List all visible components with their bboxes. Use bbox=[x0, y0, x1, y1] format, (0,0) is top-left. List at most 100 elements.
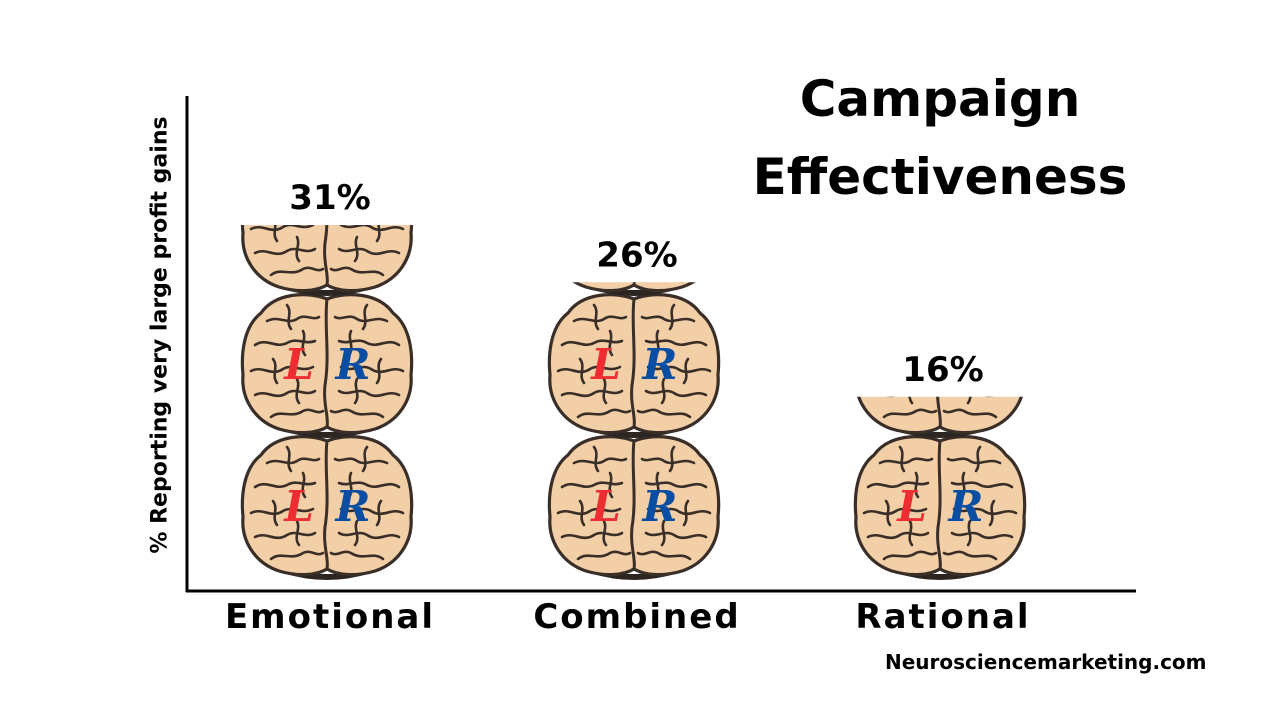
brain-fissure bbox=[630, 298, 636, 428]
brain-fold bbox=[880, 317, 932, 321]
brain-fold bbox=[908, 519, 914, 547]
brain-fold bbox=[560, 339, 624, 347]
brain-fold bbox=[966, 519, 972, 547]
brain-fold bbox=[353, 519, 359, 547]
brain-fold bbox=[594, 163, 598, 187]
brain-fold bbox=[269, 408, 325, 419]
brain-stem-shadow bbox=[584, 282, 684, 296]
brain-fold bbox=[882, 550, 938, 561]
brain-fold bbox=[654, 471, 660, 499]
brain-fold bbox=[660, 377, 666, 405]
chart-title: Campaign Effectiveness bbox=[752, 70, 1128, 206]
brain-fold bbox=[329, 408, 385, 419]
brain-fold bbox=[285, 445, 293, 473]
brain-fold bbox=[576, 550, 632, 561]
brain-fold bbox=[578, 499, 586, 527]
brain-fold bbox=[560, 481, 624, 489]
brain-fold bbox=[648, 225, 710, 230]
brain-fold bbox=[556, 365, 622, 374]
brain-fold bbox=[375, 225, 381, 243]
brain-fold bbox=[253, 389, 317, 398]
brain-fold bbox=[684, 217, 688, 241]
brain-fold bbox=[866, 531, 930, 540]
brain-fold bbox=[329, 550, 385, 561]
brain-fold bbox=[644, 531, 708, 540]
brain-fold bbox=[952, 341, 1012, 345]
brain-fold bbox=[966, 396, 972, 405]
brain-fold bbox=[636, 408, 692, 419]
brain-fold bbox=[572, 457, 628, 465]
category-label: Emotional bbox=[225, 597, 435, 637]
brain-fold bbox=[337, 247, 401, 256]
brain-fold bbox=[337, 389, 401, 398]
brain-fold bbox=[990, 359, 994, 383]
brain-stem-shadow bbox=[277, 565, 377, 580]
brain-fold bbox=[353, 377, 359, 405]
brain-fold bbox=[337, 531, 401, 540]
brain-fissure bbox=[936, 396, 942, 428]
brain-stem-shadow bbox=[584, 423, 684, 438]
brain-fold bbox=[572, 315, 628, 323]
brain-fold bbox=[882, 408, 938, 419]
brain-fold bbox=[950, 531, 1014, 540]
brain-fold bbox=[560, 389, 624, 398]
source-credit: Neurosciencemarketing.com bbox=[885, 650, 1207, 674]
value-label: 26% bbox=[596, 235, 677, 275]
brain-stem-shadow bbox=[584, 565, 684, 580]
brain-fold bbox=[269, 266, 325, 277]
bar-emotional: L RL R bbox=[240, 225, 414, 580]
brain-letter-right: R bbox=[335, 340, 371, 389]
brain-fold bbox=[646, 199, 706, 203]
brain-fold bbox=[942, 408, 998, 419]
brain-stack: L RL R bbox=[240, 225, 414, 580]
brain-fold bbox=[375, 357, 383, 385]
brain-fold bbox=[608, 471, 614, 499]
brain-fold bbox=[948, 317, 1000, 321]
bars-layer: L RL RL RL RL R bbox=[240, 163, 1027, 580]
brain-fold bbox=[253, 531, 317, 540]
brain-fold bbox=[249, 507, 315, 516]
brain-fold bbox=[862, 507, 928, 516]
brain-fold bbox=[295, 519, 301, 547]
brain-fold bbox=[670, 163, 674, 187]
brain-fold bbox=[988, 499, 996, 527]
bar-combined: L RL R bbox=[547, 163, 721, 580]
brain-fold bbox=[900, 305, 904, 329]
brain-fold bbox=[558, 225, 620, 230]
brain-letter-right: R bbox=[642, 482, 678, 531]
brain-fold bbox=[952, 507, 1018, 516]
brain-fold bbox=[682, 499, 690, 527]
brain-fold bbox=[974, 445, 982, 473]
brain-fold bbox=[976, 305, 980, 329]
brain-fold bbox=[884, 499, 892, 527]
y-axis-label: % Reporting very large profit gains bbox=[147, 116, 173, 554]
brain-fold bbox=[295, 235, 301, 263]
brain-fold bbox=[914, 471, 920, 499]
brain-letter-right: R bbox=[642, 340, 678, 389]
brain-fold bbox=[608, 329, 614, 357]
value-label: 16% bbox=[902, 350, 983, 390]
value-label: 31% bbox=[289, 178, 370, 218]
brain-fold bbox=[878, 457, 934, 465]
brain-fold bbox=[333, 315, 389, 323]
category-label: Combined bbox=[533, 597, 740, 637]
brain-fold bbox=[887, 396, 894, 398]
brain-letter-left: L bbox=[896, 482, 927, 531]
brain-fold bbox=[602, 377, 608, 405]
brain-fold bbox=[339, 507, 405, 516]
brain-fold bbox=[886, 359, 890, 383]
brain-letter-left: L bbox=[283, 482, 314, 531]
brain-fold bbox=[301, 471, 307, 499]
brain-fold bbox=[337, 481, 401, 489]
brain-fold bbox=[592, 445, 600, 473]
brain-fold bbox=[265, 457, 321, 465]
brain-fold bbox=[644, 481, 708, 489]
brain-letter-left: L bbox=[590, 482, 621, 531]
brain-fold bbox=[253, 247, 317, 256]
brain-fold bbox=[580, 217, 584, 241]
